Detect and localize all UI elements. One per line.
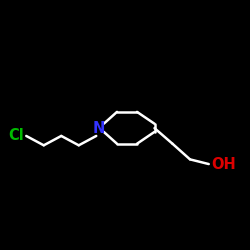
Text: OH: OH [211, 156, 236, 172]
Text: N: N [92, 121, 105, 136]
Text: Cl: Cl [8, 128, 24, 144]
